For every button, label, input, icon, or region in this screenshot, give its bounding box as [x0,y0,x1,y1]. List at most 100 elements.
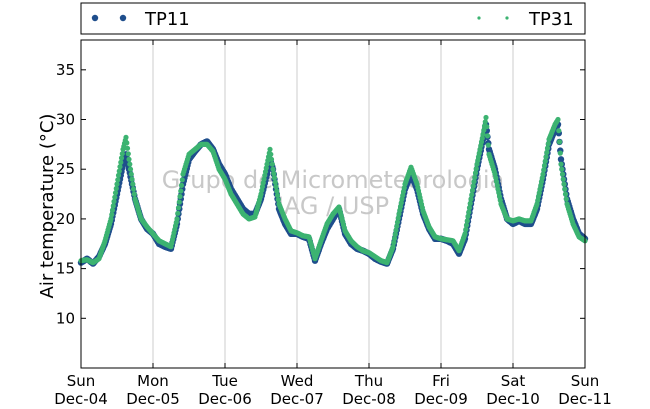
legend-label-tp31: TP31 [528,9,574,30]
data-point-tp31 [559,166,565,172]
legend-marker-tp31 [505,16,509,20]
data-point-tp31 [175,210,181,216]
data-point-tp31 [127,166,134,172]
y-tick-label: 35 [56,61,75,79]
data-point-tp31 [395,215,401,221]
data-point-tp31 [179,177,185,183]
data-point-tp31 [541,167,547,173]
data-point-tp31 [117,164,123,170]
data-point-tp31 [115,177,121,183]
data-point-tp31 [119,151,125,157]
data-point-tp31 [481,127,487,133]
data-point-tp31 [561,181,567,187]
legend-item-tp31[interactable]: TP31 [477,9,574,30]
y-tick-label: 20 [56,210,75,228]
data-point-tp31 [271,175,278,181]
data-point-tp31 [268,151,274,157]
x-tick-label-date: Dec-06 [198,390,252,408]
data-point-tp31 [462,231,468,237]
data-point-tp31 [267,146,273,152]
data-point-tp31 [130,181,136,187]
x-axis-ticks: SunDec-04MonDec-05TueDec-06WedDec-07ThuD… [54,40,612,408]
data-point-tp31 [559,171,566,177]
data-point-tp31 [468,196,474,202]
data-point-tp31 [174,216,180,222]
data-point-tp31 [268,156,275,162]
data-point-tp31 [124,140,130,146]
data-point-tp31 [555,116,561,123]
plot-frame [80,39,586,369]
y-tick-label: 15 [56,260,75,278]
data-point-tp31 [540,171,546,177]
data-point-tp31 [472,170,479,176]
data-point-tp31 [127,161,133,167]
data-point-tp31 [392,231,398,237]
legend-marker-tp31 [477,16,481,20]
series-tp31 [78,114,588,266]
data-point-tp31 [485,142,491,148]
data-point-tp31 [112,190,119,196]
data-point-tp31 [556,128,562,134]
x-tick-label-day: Sun [67,372,96,390]
data-point-tp31 [109,207,116,213]
data-point-tp31 [178,182,185,188]
x-tick-label-date: Dec-08 [342,390,396,408]
data-point-tp31 [393,227,399,233]
legend[interactable]: TP11 TP31 [80,2,586,35]
data-point-tp31 [467,200,473,206]
series-layer [77,114,589,267]
data-point-tp31 [482,119,488,125]
data-point-tp31 [273,184,279,190]
data-point-tp31 [563,196,569,202]
data-point-tp31 [111,198,117,205]
data-point-tp31 [544,145,551,151]
data-point-tp31 [108,216,114,222]
x-tick-label-day: Mon [137,372,169,390]
data-point-tp31 [470,183,476,189]
data-point-tp31 [270,166,276,172]
y-axis-label: Air temperature (°C) [37,114,58,299]
x-tick-label-date: Dec-10 [486,390,540,408]
data-point-tp31 [118,155,125,161]
data-point-tp31 [114,181,120,187]
data-point-tp31 [390,244,396,250]
legend-item-tp11[interactable]: TP11 [91,9,190,30]
data-point-tp31 [272,179,278,185]
data-point-tp31 [125,151,131,157]
x-tick-label-date: Dec-05 [126,390,180,408]
data-point-tp31 [473,166,479,172]
data-point-tp31 [269,161,275,167]
x-tick-label-day: Fri [432,372,450,390]
data-point-tp31 [556,139,563,145]
data-point-tp31 [131,191,137,197]
data-point-tp31 [541,162,548,169]
data-point-tp31 [480,131,486,137]
data-point-tp31 [484,124,490,130]
x-tick-label-day: Thu [354,372,383,390]
grid-lines [152,40,514,368]
legend-label-tp11: TP11 [144,9,190,30]
data-point-tp31 [464,218,470,224]
data-point-tp31 [394,223,400,229]
x-tick-label-date: Dec-04 [54,390,108,408]
y-axis-ticks: 10 15 20 25 30 35 [56,61,585,327]
data-point-tp31 [113,185,119,192]
data-point-tp31 [391,235,398,242]
data-point-tp31 [544,149,550,155]
data-point-tp31 [471,179,477,185]
data-point-tp31 [391,240,397,246]
data-point-tp31 [394,219,401,225]
data-point-tp31 [110,203,116,209]
legend-marker-tp11 [91,14,99,22]
data-point-tp31 [542,158,548,164]
data-point-tp31 [112,194,118,200]
data-point-tp31 [466,209,472,215]
data-point-tp31 [484,133,491,139]
legend-marker-tp11 [119,14,127,22]
data-point-tp31 [123,134,129,140]
data-point-tp31 [469,187,476,193]
data-point-tp31 [560,176,566,182]
data-point-tp31 [465,213,471,219]
data-point-tp31 [274,192,281,198]
